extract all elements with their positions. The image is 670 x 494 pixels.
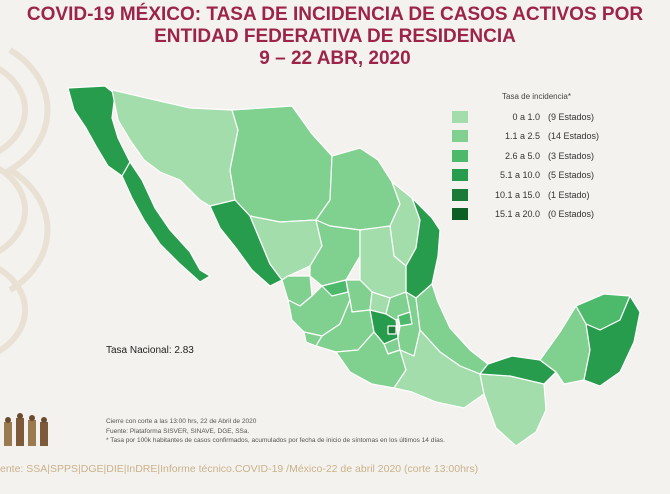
legend-row: 15.1 a 20.0 (0 Estados) — [452, 205, 662, 225]
state-chihuahua — [229, 105, 333, 223]
legend-title: Tasa de incidencia* — [502, 92, 571, 101]
government-logo — [4, 413, 48, 446]
source-caption: ente: SSA|SPPS|DGE|DIE|InDRE|Informe téc… — [0, 463, 479, 475]
mexico-map — [67, 85, 641, 447]
legend-count: (1 Estado) — [548, 189, 590, 200]
state-tabasco — [479, 355, 557, 385]
title-line-3: 9 – 22 ABR, 2020 — [259, 48, 411, 69]
legend-row: 2.6 a 5.0 (3 Estados) — [452, 146, 662, 166]
background-ornament — [0, 47, 51, 354]
legend-range: 2.6 a 5.0 — [504, 150, 540, 161]
legend-count: (14 Estados) — [548, 131, 600, 142]
legend-swatch-6 — [452, 208, 468, 221]
legend-range: 5.1 a 10.0 — [499, 170, 540, 181]
legend-count: (5 Estados) — [548, 170, 595, 181]
page-title: COVID-19 MÉXICO: TASA DE INCIDENCIA DE C… — [0, 4, 670, 70]
note-source: Fuente: Plataforma SISVER, SINAVE, DGE, … — [106, 427, 250, 435]
state-durango — [249, 215, 323, 281]
legend-swatch-3 — [452, 149, 468, 162]
legend-count: (3 Estados) — [548, 150, 595, 161]
legend-count: (9 Estados) — [548, 111, 595, 122]
national-rate: Tasa Nacional: 2.83 — [106, 345, 194, 356]
state-cdmx — [387, 325, 397, 335]
legend-row: 10.1 a 15.0 (1 Estado) — [452, 185, 662, 205]
legend-row: 5.1 a 10.0 (5 Estados) — [452, 166, 662, 186]
legend-range: 15.1 a 20.0 — [494, 209, 540, 220]
note-rate-definition: * Tasa por 100k habitantes de casos conf… — [106, 437, 445, 444]
legend-swatch-2 — [452, 130, 468, 143]
footnotes: Cierre con corte a las 13:00 hrs, 22 de … — [106, 417, 445, 446]
legend-swatch-4 — [452, 169, 468, 182]
legend-count: (0 Estados) — [548, 209, 595, 220]
legend-range: 0 a 1.0 — [512, 111, 540, 122]
legend-range: 1.1 a 2.5 — [504, 131, 540, 142]
state-quintana-roo — [583, 295, 641, 387]
state-baja-california-sur — [121, 161, 211, 283]
legend-row: 1.1 a 2.5 (14 Estados) — [452, 127, 662, 147]
legend: Tasa de incidencia* 0 a 1.0 (9 Estados) … — [452, 92, 662, 224]
note-cutoff: Cierre con corte a las 13:00 hrs, 22 de … — [106, 418, 257, 425]
legend-range: 10.1 a 15.0 — [494, 189, 540, 200]
title-line-1: COVID-19 MÉXICO: TASA DE INCIDENCIA DE C… — [26, 4, 644, 25]
legend-swatch-1 — [452, 110, 468, 123]
state-chiapas — [479, 373, 547, 447]
title-line-2: ENTIDAD FEDERATIVA DE RESIDENCIA — [154, 26, 516, 47]
legend-swatch-5 — [452, 188, 468, 201]
legend-row: 0 a 1.0 (9 Estados) — [452, 107, 662, 127]
